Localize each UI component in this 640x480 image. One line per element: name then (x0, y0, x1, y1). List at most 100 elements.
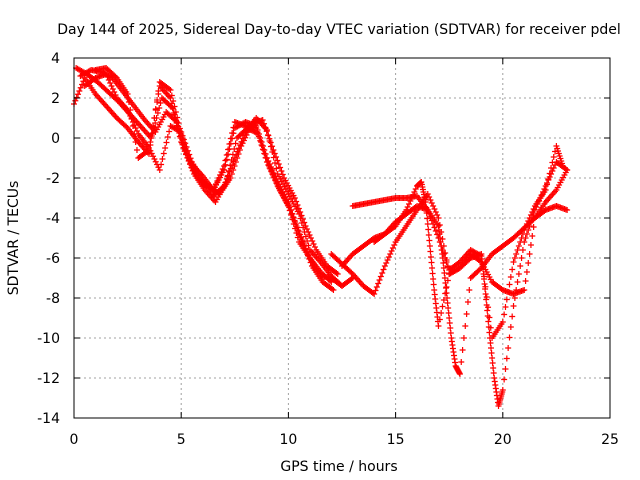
data-point (76, 88, 83, 94)
data-point (304, 238, 311, 244)
data-point (259, 146, 266, 153)
data-point (507, 324, 514, 330)
data-point (513, 287, 520, 293)
data-point (427, 248, 434, 255)
data-point (511, 255, 518, 261)
data-point (103, 71, 110, 77)
data-point (155, 164, 162, 171)
data-point (463, 311, 470, 317)
y-tick-label: -6 (46, 251, 60, 267)
y-tick-label: -12 (37, 371, 60, 387)
data-point (186, 155, 193, 162)
data-point (219, 166, 226, 172)
data-point (302, 233, 309, 240)
data-point (482, 283, 489, 290)
data-point (389, 245, 396, 251)
data-point (187, 158, 194, 165)
data-point (515, 271, 522, 277)
data-point (529, 233, 536, 239)
data-point (105, 77, 112, 83)
data-point (273, 180, 280, 186)
data-point (237, 142, 244, 148)
data-point (129, 123, 136, 129)
data-point (435, 235, 442, 241)
data-point (427, 254, 434, 260)
data-point (432, 228, 439, 234)
data-point (379, 270, 386, 276)
x-tick-label: 25 (601, 432, 619, 448)
data-point (442, 255, 449, 261)
data-point (211, 184, 218, 190)
data-point (233, 151, 240, 158)
data-point (104, 74, 111, 80)
data-point (218, 169, 225, 175)
y-tick-label: -4 (46, 211, 60, 227)
data-point (112, 73, 119, 80)
data-point (438, 310, 445, 316)
data-point (267, 168, 274, 174)
data-point (440, 251, 447, 257)
data-point (231, 155, 238, 161)
data-point (291, 195, 298, 201)
data-point (270, 154, 277, 161)
data-point (152, 158, 159, 165)
data-point (253, 125, 260, 131)
data-point (275, 161, 282, 167)
data-point (559, 163, 566, 169)
data-point (265, 132, 272, 139)
data-point (230, 158, 237, 165)
series-track-9 (371, 143, 566, 341)
data-point (125, 110, 132, 116)
data-point (443, 284, 450, 290)
data-point (443, 259, 450, 265)
data-point (133, 128, 140, 134)
data-point (235, 145, 242, 152)
data-point (174, 122, 181, 129)
data-point (426, 210, 433, 217)
data-point (172, 117, 179, 123)
data-point (255, 133, 262, 140)
data-point (519, 231, 526, 237)
data-point (278, 168, 285, 174)
data-point (429, 270, 436, 277)
data-point (487, 324, 494, 331)
data-point (388, 248, 395, 254)
data-point (311, 244, 318, 250)
data-point (298, 220, 305, 226)
data-point (404, 204, 411, 210)
data-point (428, 217, 435, 224)
grid-lines (74, 58, 610, 418)
data-point (279, 171, 286, 178)
data-point (147, 139, 154, 145)
data-point (210, 187, 217, 193)
data-point (521, 227, 528, 233)
data-point (261, 150, 268, 157)
data-point (144, 148, 151, 154)
data-point (265, 162, 272, 168)
series-track-8 (339, 159, 571, 409)
data-point (545, 176, 552, 182)
data-point (439, 303, 446, 310)
data-point (333, 270, 340, 276)
data-point (481, 273, 488, 280)
x-tick-label: 20 (494, 432, 512, 448)
data-point (383, 260, 390, 266)
data-point (258, 142, 265, 148)
data-point (412, 186, 419, 192)
data-point (548, 165, 555, 171)
y-tick-label: 2 (51, 91, 60, 107)
data-point (479, 263, 486, 270)
data-point (410, 192, 417, 198)
data-point (269, 171, 276, 177)
data-point (462, 323, 469, 329)
data-point (436, 316, 443, 323)
data-point (266, 138, 273, 144)
data-point (156, 167, 163, 173)
data-point (511, 295, 518, 301)
data-point (549, 159, 556, 166)
data-point (219, 184, 226, 191)
data-point (306, 232, 313, 238)
data-point (123, 123, 130, 130)
